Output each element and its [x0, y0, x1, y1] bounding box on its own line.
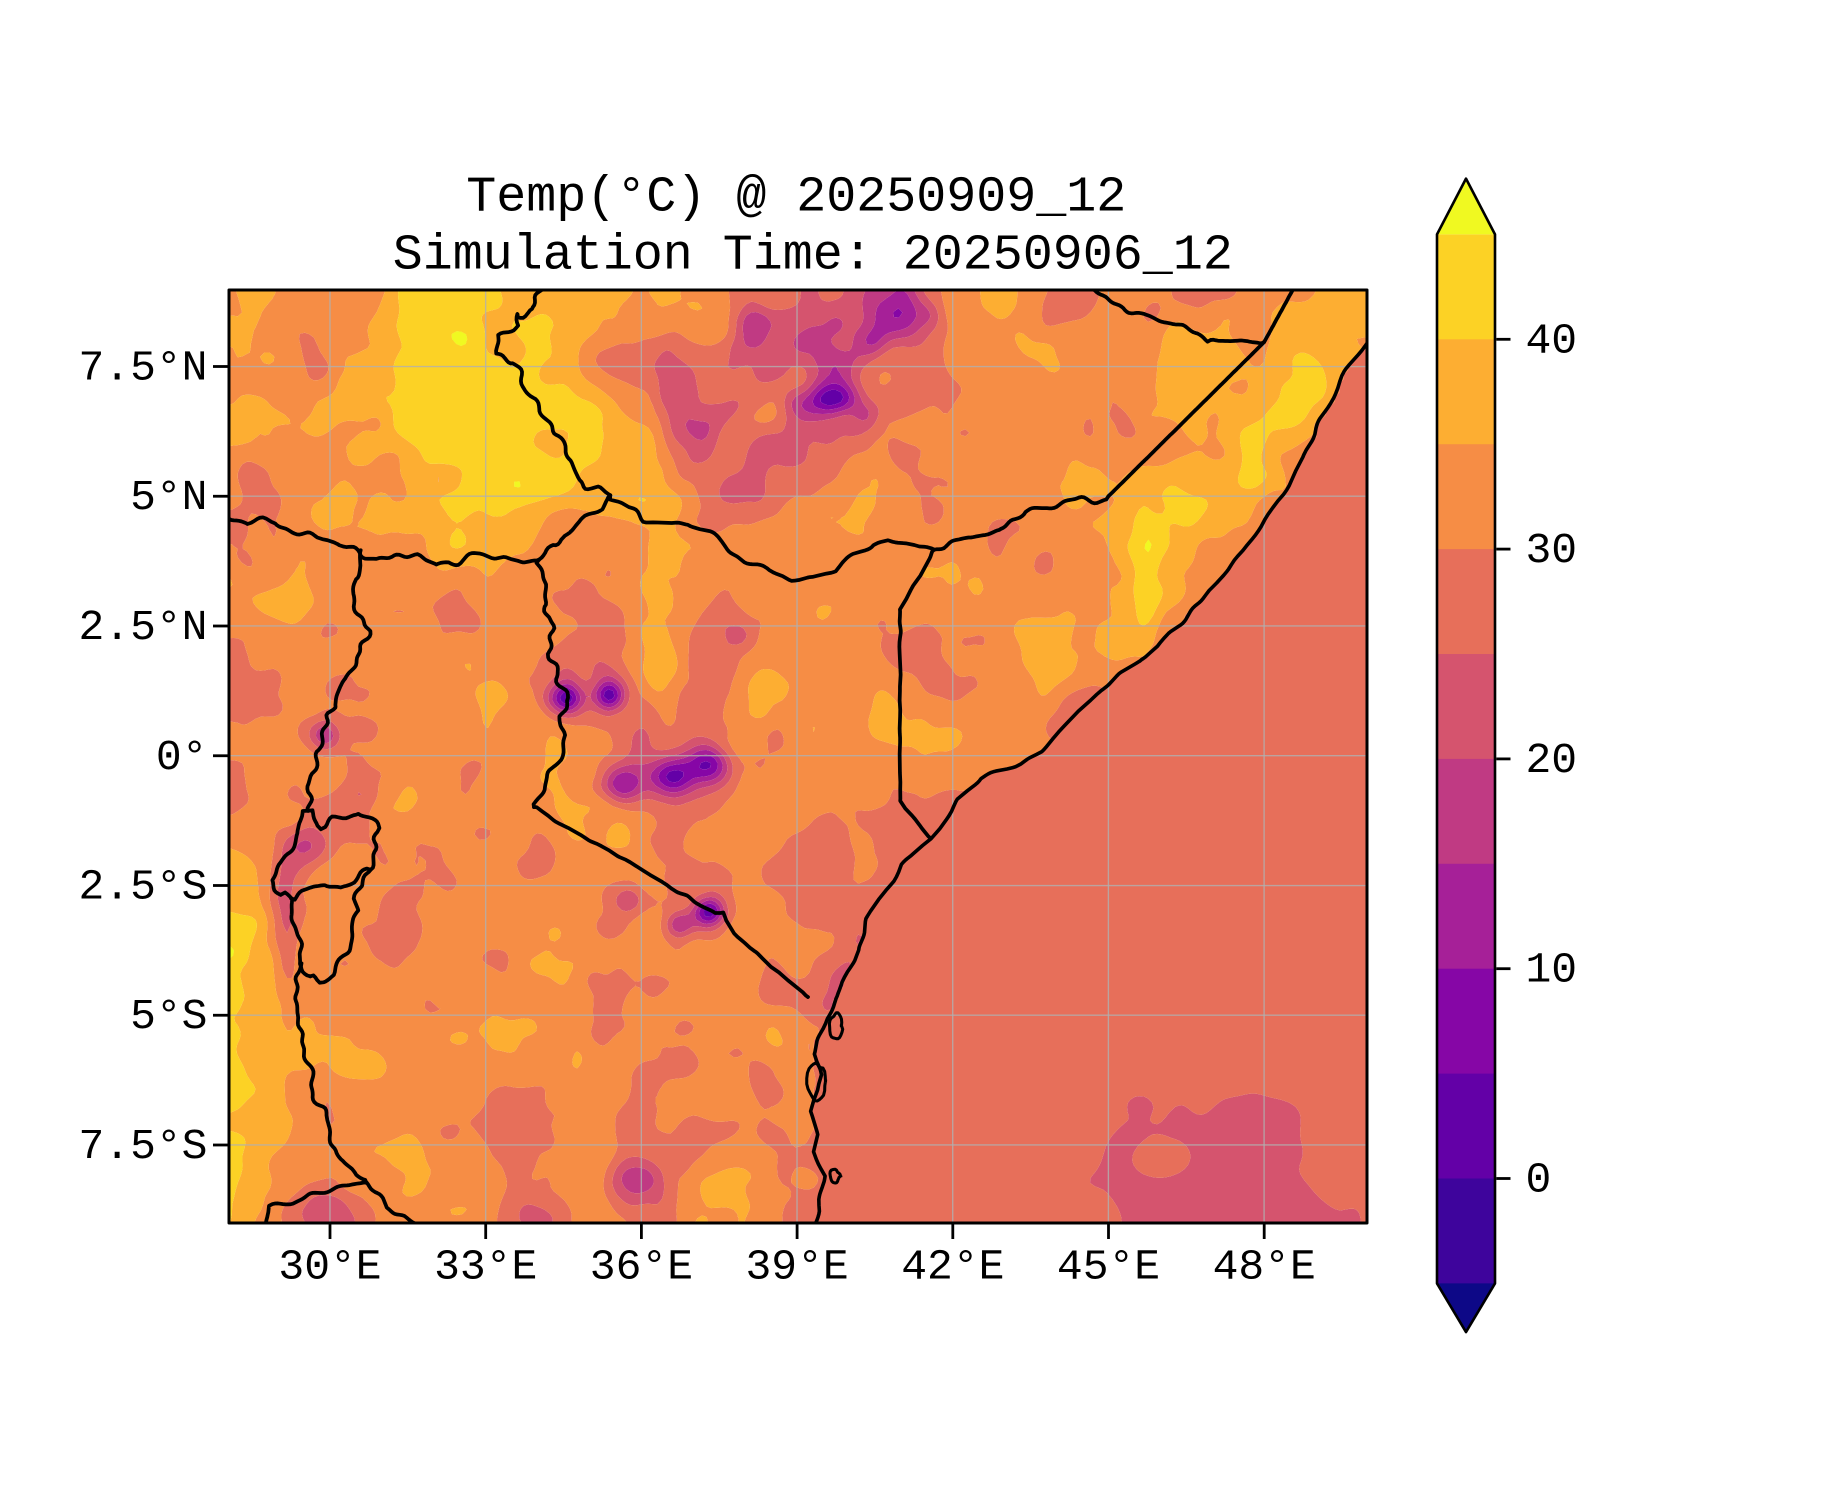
svg-text:5°S: 5°S [130, 992, 207, 1041]
svg-text:0: 0 [1526, 1156, 1552, 1205]
svg-text:Simulation Time: 20250906_12: Simulation Time: 20250906_12 [393, 227, 1233, 284]
svg-text:Temp(°C) @ 20250909_12: Temp(°C) @ 20250909_12 [466, 169, 1126, 226]
svg-text:45°E: 45°E [1057, 1243, 1160, 1292]
svg-text:7.5°S: 7.5°S [78, 1122, 207, 1171]
svg-text:10: 10 [1526, 946, 1578, 995]
svg-text:7.5°N: 7.5°N [78, 344, 207, 393]
svg-text:2.5°N: 2.5°N [78, 603, 207, 652]
svg-text:48°E: 48°E [1213, 1243, 1316, 1292]
svg-text:5°N: 5°N [130, 473, 207, 522]
svg-text:42°E: 42°E [901, 1243, 1004, 1292]
svg-text:0°: 0° [156, 733, 208, 782]
svg-text:20: 20 [1526, 736, 1578, 785]
svg-text:39°E: 39°E [745, 1243, 848, 1292]
svg-text:36°E: 36°E [590, 1243, 693, 1292]
svg-text:40: 40 [1526, 316, 1578, 365]
svg-text:30: 30 [1526, 526, 1578, 575]
svg-text:33°E: 33°E [434, 1243, 537, 1292]
svg-text:30°E: 30°E [278, 1243, 381, 1292]
svg-text:2.5°S: 2.5°S [78, 863, 207, 912]
